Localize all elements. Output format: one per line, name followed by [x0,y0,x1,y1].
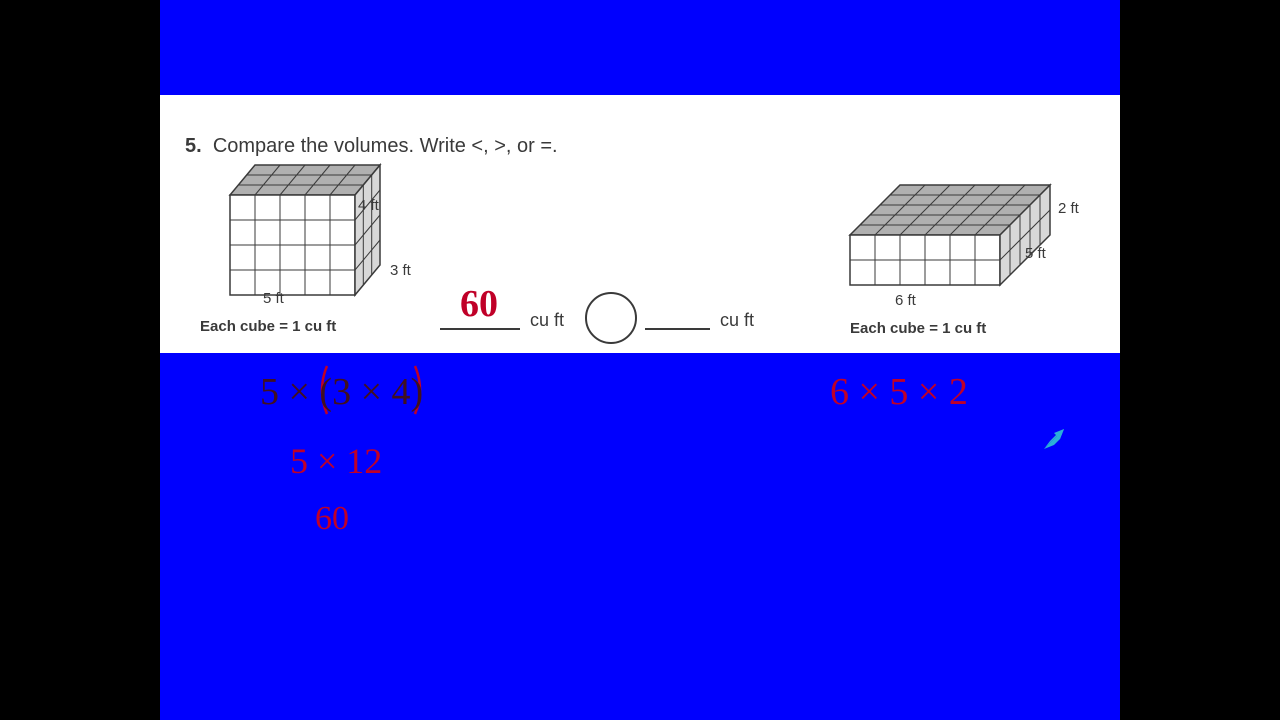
comparison-answer-area: 60 cu ft cu ft [440,300,820,360]
left-work-line3: 60 [315,500,349,538]
left-height-label: 4 ft [358,197,379,214]
right-height-label: 2 ft [1058,200,1079,217]
right-answer-blank [645,328,710,330]
left-prism-diagram [200,155,400,335]
right-width-label: 5 ft [1025,245,1046,262]
right-unit-label: cu ft [720,310,754,331]
problem-number: 5. [185,135,202,157]
left-cube-label: Each cube = 1 cu ft [200,318,336,335]
left-work-line1: 5 × (3 × 4) [260,370,423,414]
cursor-pointer-icon [1040,425,1068,453]
left-width-label: 3 ft [390,262,411,279]
right-length-label: 6 ft [895,292,916,309]
left-answer-value: 60 [460,282,498,326]
left-answer-blank [440,328,520,330]
problem-text-body: Compare the volumes. Write <, >, or =. [213,135,558,157]
right-cube-label: Each cube = 1 cu ft [850,320,986,337]
comparison-operator-circle [585,292,637,344]
left-length-label: 5 ft [263,290,284,307]
left-work-line2: 5 × 12 [290,440,382,482]
right-work-line1: 6 × 5 × 2 [830,370,968,414]
left-unit-label: cu ft [530,310,564,331]
